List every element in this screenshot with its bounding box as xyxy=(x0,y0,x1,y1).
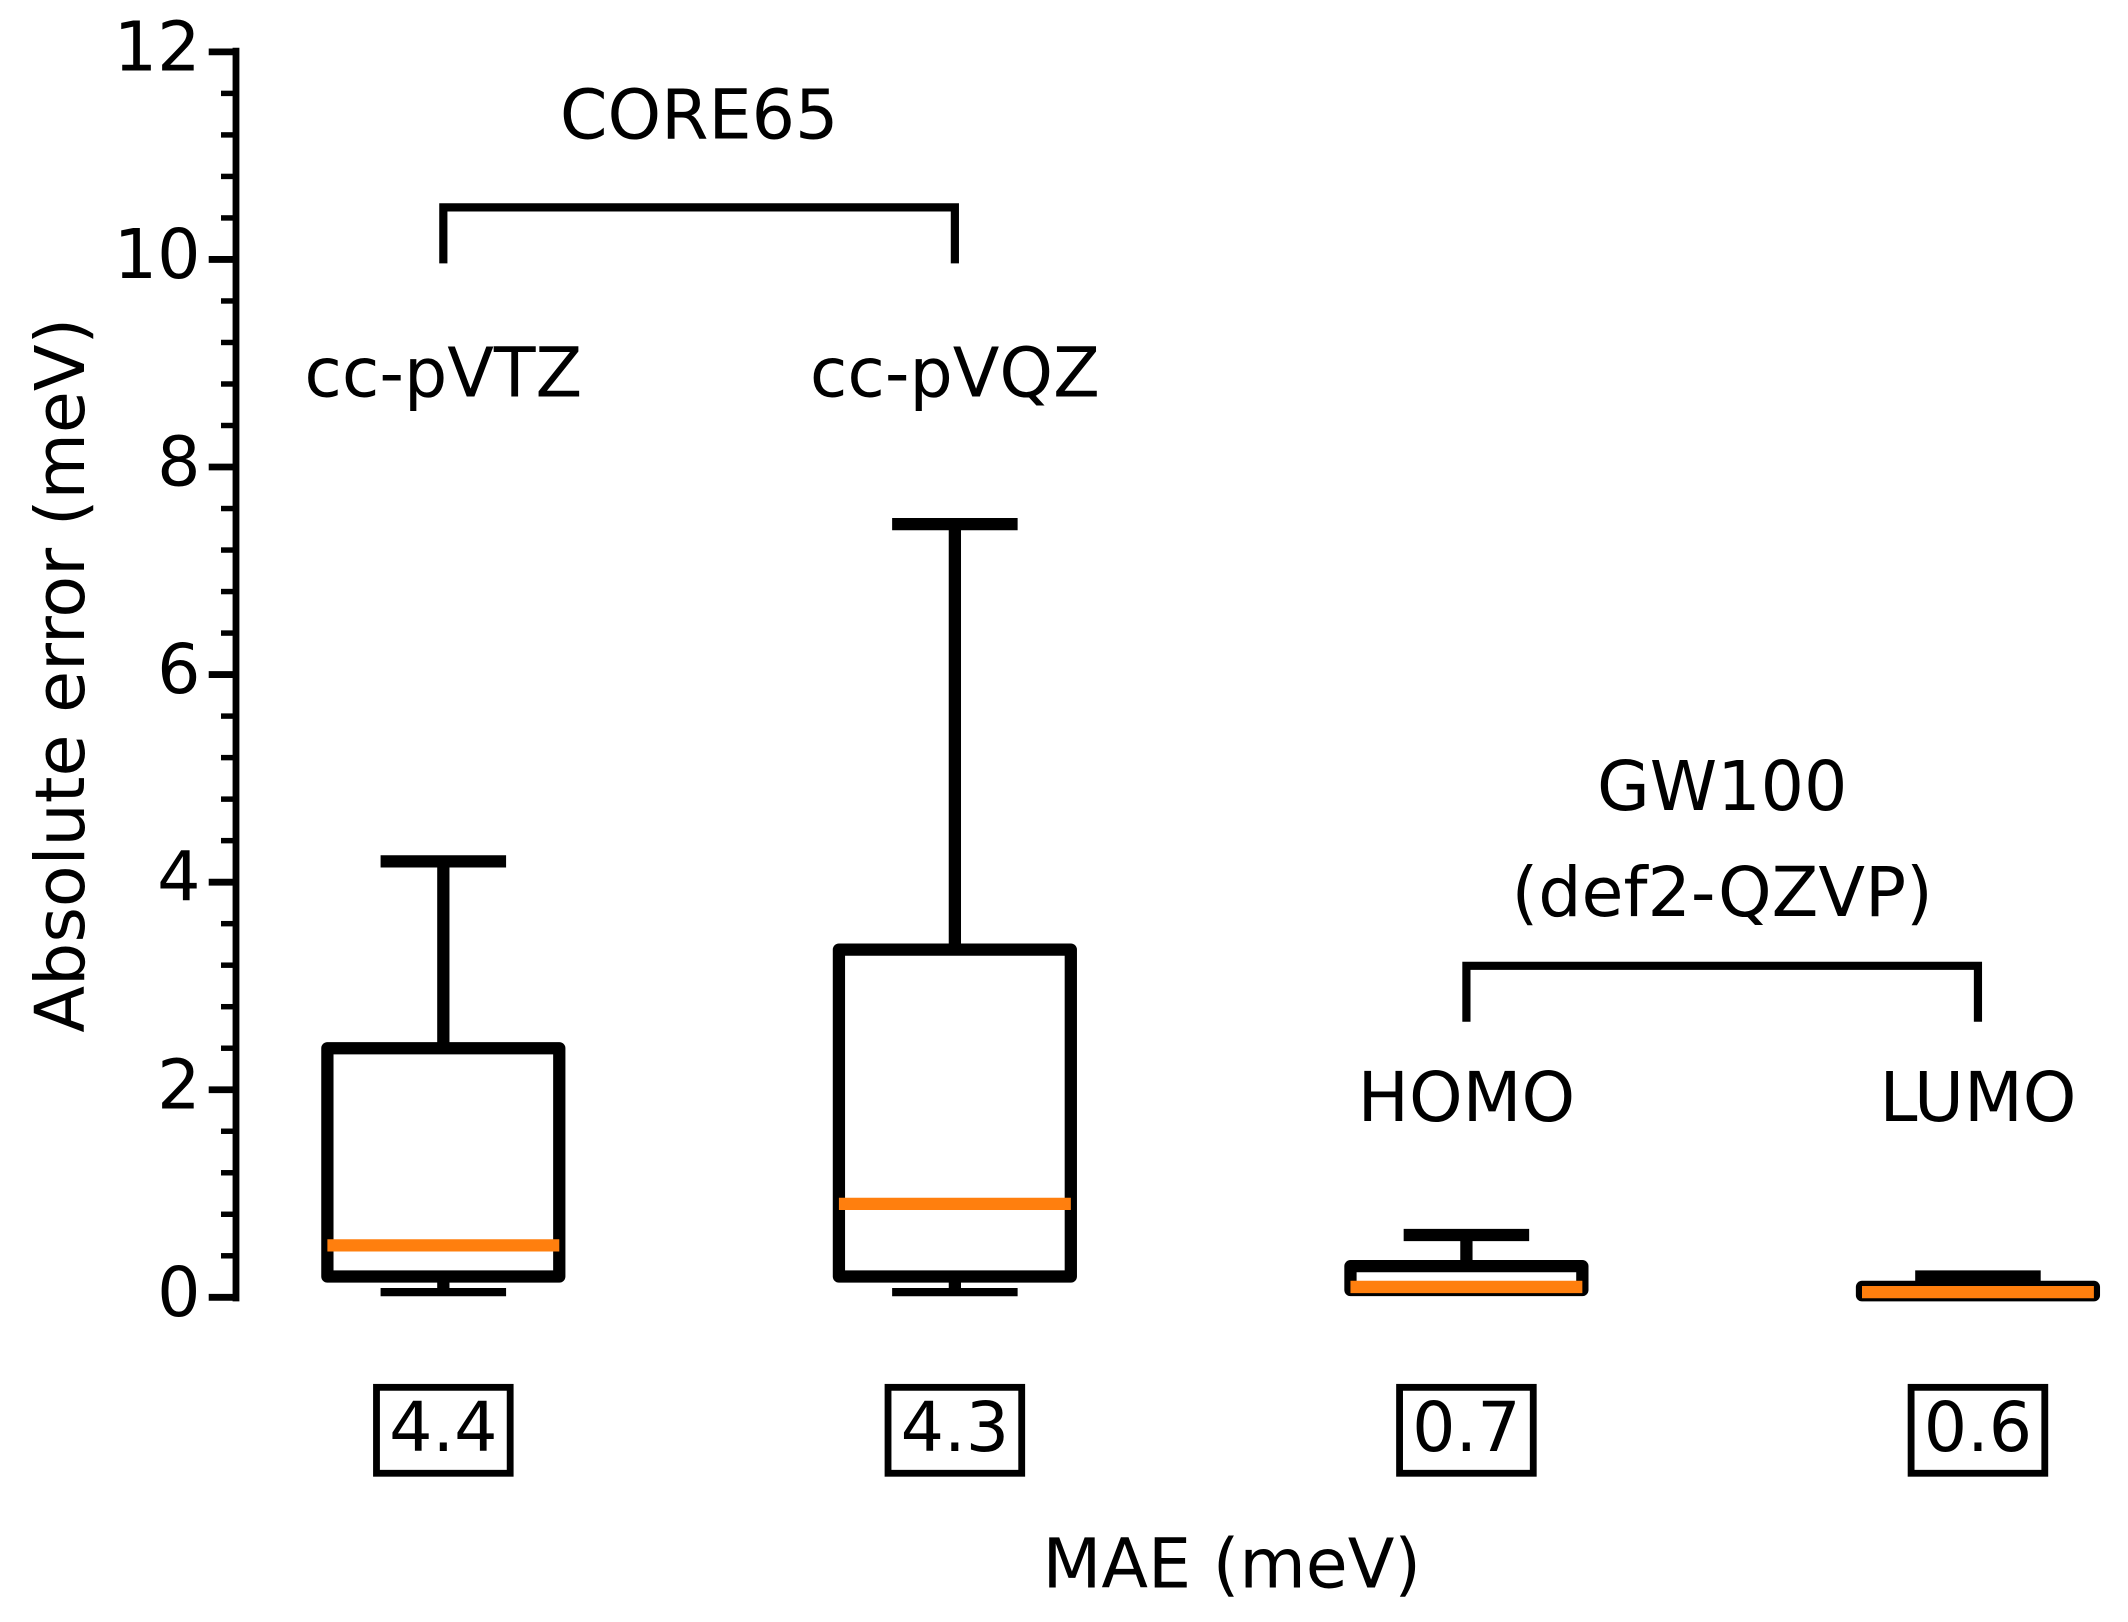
y-tick-label: 6 xyxy=(157,631,200,710)
box xyxy=(321,1042,566,1283)
mae-label: 4.4 xyxy=(389,1389,497,1468)
y-axis-label: Absolute error (meV) xyxy=(22,318,101,1033)
y-tick-label: 10 xyxy=(114,216,201,295)
group-label: CORE65 xyxy=(560,77,839,156)
mae-box xyxy=(1396,1383,1537,1477)
group-bracket xyxy=(1462,961,1983,1022)
category-label: LUMO xyxy=(1879,1059,2076,1138)
x-axis-label: MAE (meV) xyxy=(1043,1525,1421,1604)
mae-label: 0.6 xyxy=(1924,1389,2032,1468)
mae-label: 0.7 xyxy=(1412,1389,1520,1468)
y-tick-label: 0 xyxy=(157,1254,200,1333)
mae-label: 4.3 xyxy=(901,1389,1009,1468)
group-label: (def2-QZVP) xyxy=(1512,854,1933,933)
group-label: GW100 xyxy=(1597,748,1847,827)
y-tick-label: 4 xyxy=(157,839,200,918)
category-label: cc-pVTZ xyxy=(304,334,582,413)
mae-box xyxy=(1907,1383,2049,1477)
y-tick-label: 12 xyxy=(114,8,201,87)
group-bracket xyxy=(439,203,959,264)
category-label: cc-pVQZ xyxy=(810,334,1100,413)
mae-box xyxy=(373,1383,514,1477)
y-tick-label: 8 xyxy=(157,424,200,503)
y-tick-label: 2 xyxy=(157,1046,200,1125)
box xyxy=(832,943,1077,1283)
category-label: HOMO xyxy=(1358,1059,1575,1138)
mae-box xyxy=(884,1383,1026,1477)
